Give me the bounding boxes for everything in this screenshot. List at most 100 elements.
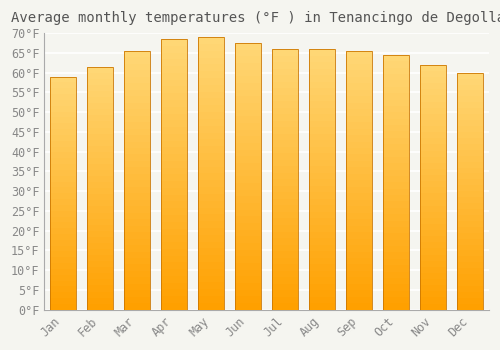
Bar (50, 106, 76, 112)
Bar (198, 262, 224, 269)
Bar (420, 138, 446, 145)
Bar (235, 130, 261, 136)
Bar (346, 141, 372, 148)
Bar (235, 196, 261, 203)
Bar (50, 257, 76, 263)
Bar (458, 156, 483, 162)
Bar (272, 284, 298, 290)
Bar (161, 107, 187, 113)
Bar (384, 163, 409, 170)
Bar (310, 277, 335, 284)
Bar (346, 116, 372, 122)
Bar (272, 127, 298, 134)
Bar (346, 70, 372, 77)
Bar (420, 199, 446, 206)
Title: Average monthly temperatures (°F ) in Tenancingo de Degollado: Average monthly temperatures (°F ) in Te… (11, 11, 500, 25)
Bar (124, 109, 150, 116)
Bar (346, 122, 372, 128)
Bar (346, 297, 372, 303)
Bar (384, 170, 409, 176)
Bar (420, 261, 446, 267)
Bar (272, 251, 298, 258)
Bar (50, 193, 76, 199)
Bar (198, 126, 224, 133)
Bar (87, 79, 113, 85)
Bar (124, 265, 150, 271)
Bar (420, 187, 446, 194)
Bar (235, 250, 261, 257)
Bar (87, 170, 113, 176)
Bar (87, 292, 113, 298)
Bar (161, 93, 187, 100)
Bar (384, 297, 409, 303)
Bar (235, 136, 261, 143)
Bar (272, 179, 298, 186)
Bar (50, 94, 76, 100)
Bar (50, 164, 76, 170)
Bar (124, 239, 150, 245)
Bar (384, 138, 409, 144)
Bar (87, 194, 113, 201)
Bar (384, 125, 409, 131)
Bar (384, 246, 409, 252)
Bar (161, 303, 187, 310)
Bar (198, 112, 224, 119)
Bar (161, 100, 187, 107)
Bar (161, 289, 187, 296)
Bar (161, 222, 187, 229)
Bar (458, 191, 483, 197)
Bar (384, 182, 409, 189)
Bar (198, 221, 224, 228)
Bar (198, 119, 224, 126)
Bar (346, 103, 372, 109)
Bar (384, 202, 409, 208)
Bar (161, 249, 187, 256)
Bar (124, 174, 150, 180)
Bar (235, 90, 261, 96)
Bar (310, 101, 335, 108)
Bar (235, 236, 261, 243)
Bar (198, 58, 224, 64)
Bar (50, 170, 76, 176)
Bar (420, 273, 446, 279)
Bar (384, 272, 409, 278)
Bar (310, 62, 335, 69)
Bar (384, 259, 409, 265)
Bar (124, 57, 150, 64)
Bar (272, 225, 298, 231)
Bar (50, 217, 76, 222)
Bar (272, 166, 298, 173)
Bar (458, 245, 483, 251)
Bar (124, 83, 150, 90)
Bar (198, 85, 224, 92)
Bar (458, 197, 483, 203)
Bar (346, 245, 372, 252)
Bar (310, 245, 335, 251)
Bar (235, 83, 261, 90)
Bar (310, 160, 335, 166)
Bar (346, 57, 372, 64)
Bar (161, 296, 187, 303)
Bar (87, 109, 113, 116)
Bar (420, 279, 446, 285)
Bar (124, 96, 150, 103)
Bar (272, 121, 298, 127)
Bar (124, 128, 150, 135)
Bar (50, 263, 76, 269)
Bar (198, 214, 224, 221)
Bar (420, 169, 446, 175)
Bar (161, 39, 187, 310)
Bar (198, 146, 224, 153)
Bar (310, 264, 335, 271)
Bar (384, 55, 409, 61)
Bar (420, 181, 446, 187)
Bar (310, 69, 335, 75)
Bar (310, 193, 335, 199)
Bar (384, 233, 409, 240)
Bar (161, 229, 187, 235)
Bar (198, 303, 224, 310)
Bar (87, 152, 113, 158)
Bar (198, 153, 224, 160)
Bar (161, 80, 187, 86)
Bar (198, 51, 224, 58)
